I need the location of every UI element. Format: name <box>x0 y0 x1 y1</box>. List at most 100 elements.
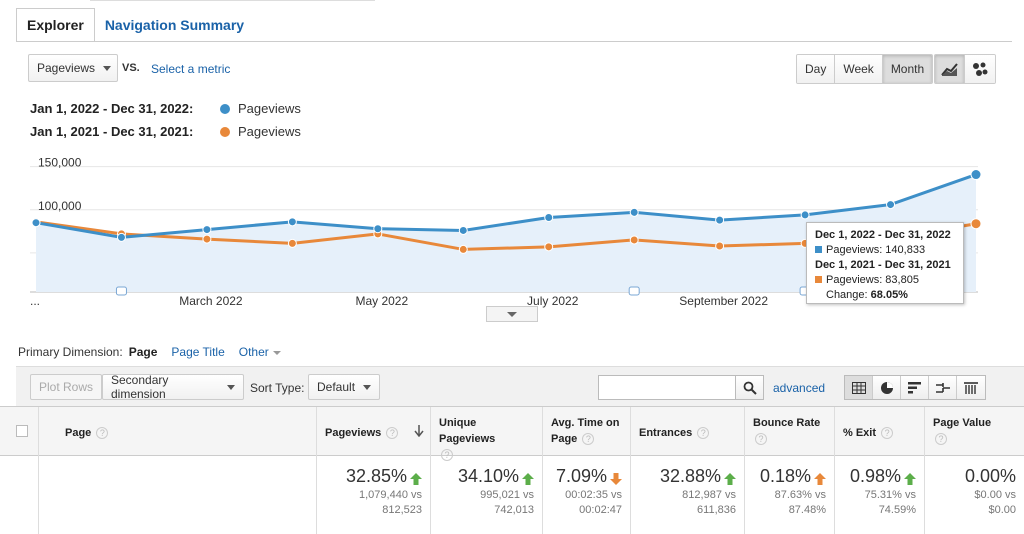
annotation-icon <box>628 286 640 296</box>
metric-select-value: Pageviews <box>37 61 96 75</box>
dimension-page[interactable]: Page <box>128 345 158 359</box>
compare-values: 74.59% <box>878 504 916 516</box>
arrow-down-icon <box>610 472 622 485</box>
chart-tooltip: Dec 1, 2022 - Dec 31, 2022 Pageviews: 14… <box>806 222 964 304</box>
motion-chart-icon[interactable] <box>965 55 995 83</box>
chart-collapse-handle[interactable] <box>486 306 538 322</box>
period-selector: Day Week Month <box>796 54 934 84</box>
help-icon: ? <box>582 433 595 446</box>
chevron-down-icon <box>363 384 372 390</box>
change-percent: 0.00% <box>964 466 1016 486</box>
column-entrances[interactable]: Entrances ? <box>630 407 744 457</box>
week-button[interactable]: Week <box>835 55 883 83</box>
y-tick-label: 100,000 <box>38 199 82 213</box>
help-icon: ? <box>935 433 947 446</box>
help-icon: ? <box>441 449 453 462</box>
data-table-icon[interactable] <box>845 376 873 399</box>
column-avg-time-on-page[interactable]: Avg. Time on Page ? <box>542 407 630 457</box>
totals-blank <box>0 456 38 534</box>
comparison-icon[interactable] <box>929 376 957 399</box>
tab-explorer[interactable]: Explorer <box>16 8 95 42</box>
legend-range: Jan 1, 2022 - Dec 31, 2022: <box>30 101 194 116</box>
column-pageviews[interactable]: Pageviews ? <box>316 407 430 457</box>
column-page-value[interactable]: Page Value? <box>924 407 1024 457</box>
data-point-2022 <box>31 218 41 228</box>
compare-values: 812,987 vs <box>682 489 736 501</box>
compare-values: 1,079,440 vs <box>359 489 422 501</box>
data-point-2021 <box>544 242 554 252</box>
data-point-2022 <box>800 210 810 220</box>
primary-dimension-label: Primary Dimension: <box>18 345 123 359</box>
change-percent: 0.98% <box>835 466 916 487</box>
legend-range: Jan 1, 2021 - Dec 31, 2021: <box>30 124 194 139</box>
dimension-page-title[interactable]: Page Title <box>171 345 225 359</box>
help-icon: ? <box>697 427 710 440</box>
compare-values: 00:02:35 vs <box>565 489 622 501</box>
data-point-2022 <box>116 232 126 242</box>
compare-values: 611,836 <box>697 504 736 516</box>
table-search-input[interactable] <box>598 375 736 400</box>
series-dot-icon <box>220 126 230 137</box>
compare-values: 812,523 <box>382 504 422 516</box>
column-bounce-rate[interactable]: Bounce Rate? <box>744 407 834 457</box>
sort-type-select[interactable]: Default <box>308 374 380 400</box>
data-point-2022 <box>458 225 468 235</box>
change-percent: 34.10% <box>431 466 534 487</box>
data-point-2022 <box>629 207 639 217</box>
arrow-up-icon <box>410 472 422 485</box>
x-tick-label: September 2022 <box>679 294 768 308</box>
totals-bounce-rate: 0.18% 87.63% vs 87.48% <box>744 456 834 534</box>
sort-type-label: Sort Type: <box>250 381 305 395</box>
tooltip-value-2021: Pageviews: 83,805 <box>815 273 955 288</box>
series-area-2022 <box>36 174 976 292</box>
metric-select[interactable]: Pageviews <box>28 54 118 82</box>
totals-pageviews: 32.85% 1,079,440 vs 812,523 <box>316 456 430 534</box>
data-point-2022 <box>544 213 554 223</box>
line-chart-icon[interactable] <box>935 55 965 83</box>
compare-values: $0.00 <box>988 504 1016 516</box>
vs-label: VS. <box>122 62 140 74</box>
series-dot-icon <box>220 103 230 114</box>
column-page[interactable]: Page ? <box>38 407 316 457</box>
change-percent: 32.88% <box>631 466 736 487</box>
dimension-other[interactable]: Other <box>239 345 281 359</box>
data-point-2021 <box>629 235 639 245</box>
month-button[interactable]: Month <box>882 55 933 83</box>
secondary-dimension-select[interactable]: Secondary dimension <box>102 373 244 401</box>
performance-bars-icon[interactable] <box>901 376 929 399</box>
compare-values: 87.63% vs <box>774 489 826 501</box>
help-icon: ? <box>386 427 399 440</box>
tab-navigation-summary[interactable]: Navigation Summary <box>104 17 245 33</box>
data-point-2022 <box>970 169 982 181</box>
data-point-2022 <box>202 225 212 235</box>
tooltip-range-2021: Dec 1, 2021 - Dec 31, 2021 <box>815 259 951 271</box>
select-all-cell <box>0 407 38 457</box>
change-percent: 0.18% <box>745 466 826 487</box>
select-metric-link[interactable]: Select a metric <box>151 62 231 76</box>
x-tick-label: July 2022 <box>527 294 579 308</box>
select-all-checkbox[interactable] <box>16 425 28 437</box>
y-tick-label: 150,000 <box>38 156 82 170</box>
pivot-icon[interactable] <box>957 376 985 399</box>
chevron-down-icon <box>272 350 281 355</box>
plot-rows-button[interactable]: Plot Rows <box>30 374 103 400</box>
totals-page-cell <box>38 456 316 534</box>
series-line-2022 <box>35 173 977 239</box>
column-exit[interactable]: % Exit ? <box>834 407 924 457</box>
pie-chart-icon[interactable] <box>873 376 901 399</box>
legend-row-2021: Jan 1, 2021 - Dec 31, 2021: Pageviews <box>30 124 301 139</box>
search-icon[interactable] <box>736 375 764 400</box>
chevron-down-icon <box>507 311 517 317</box>
totals-page-value: 0.00% $0.00 vs $0.00 <box>924 456 1024 534</box>
totals-entrances: 32.88% 812,987 vs 611,836 <box>630 456 744 534</box>
column-unique-pageviews[interactable]: Unique Pageviews? <box>430 407 542 462</box>
series-square-icon <box>815 246 822 253</box>
tooltip-value-2022: Pageviews: 140,833 <box>815 243 955 258</box>
annotation-icon <box>115 286 127 296</box>
advanced-filter-link[interactable]: advanced <box>773 381 826 395</box>
top-divider <box>90 0 375 1</box>
chevron-down-icon <box>227 384 235 390</box>
day-button[interactable]: Day <box>797 55 836 83</box>
data-point-2022 <box>373 224 383 234</box>
